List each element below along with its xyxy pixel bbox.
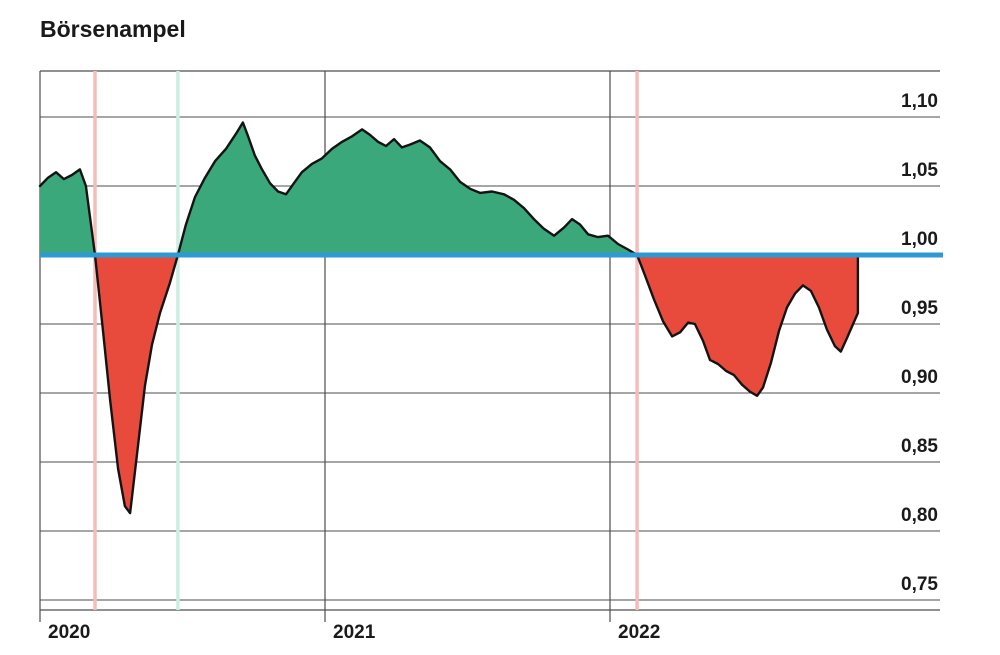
curve-line (38, 121, 860, 515)
y-tick-label: 0,90 (901, 367, 938, 388)
x-tick-label: 2022 (618, 622, 660, 643)
chart-title: Börsenampel (40, 16, 186, 42)
y-tick-label: 1,10 (901, 91, 938, 112)
x-tick-label: 2020 (48, 622, 90, 643)
area-above-baseline-green (40, 122, 858, 255)
y-tick-label: 0,80 (901, 505, 938, 526)
y-tick-label: 0,85 (901, 436, 938, 457)
y-tick-label: 1,00 (901, 229, 938, 250)
y-tick-label: 1,05 (901, 160, 938, 181)
x-tick-label: 2021 (333, 622, 376, 643)
y-tick-label: 0,95 (901, 298, 938, 319)
y-tick-label: 0,75 (901, 574, 938, 595)
